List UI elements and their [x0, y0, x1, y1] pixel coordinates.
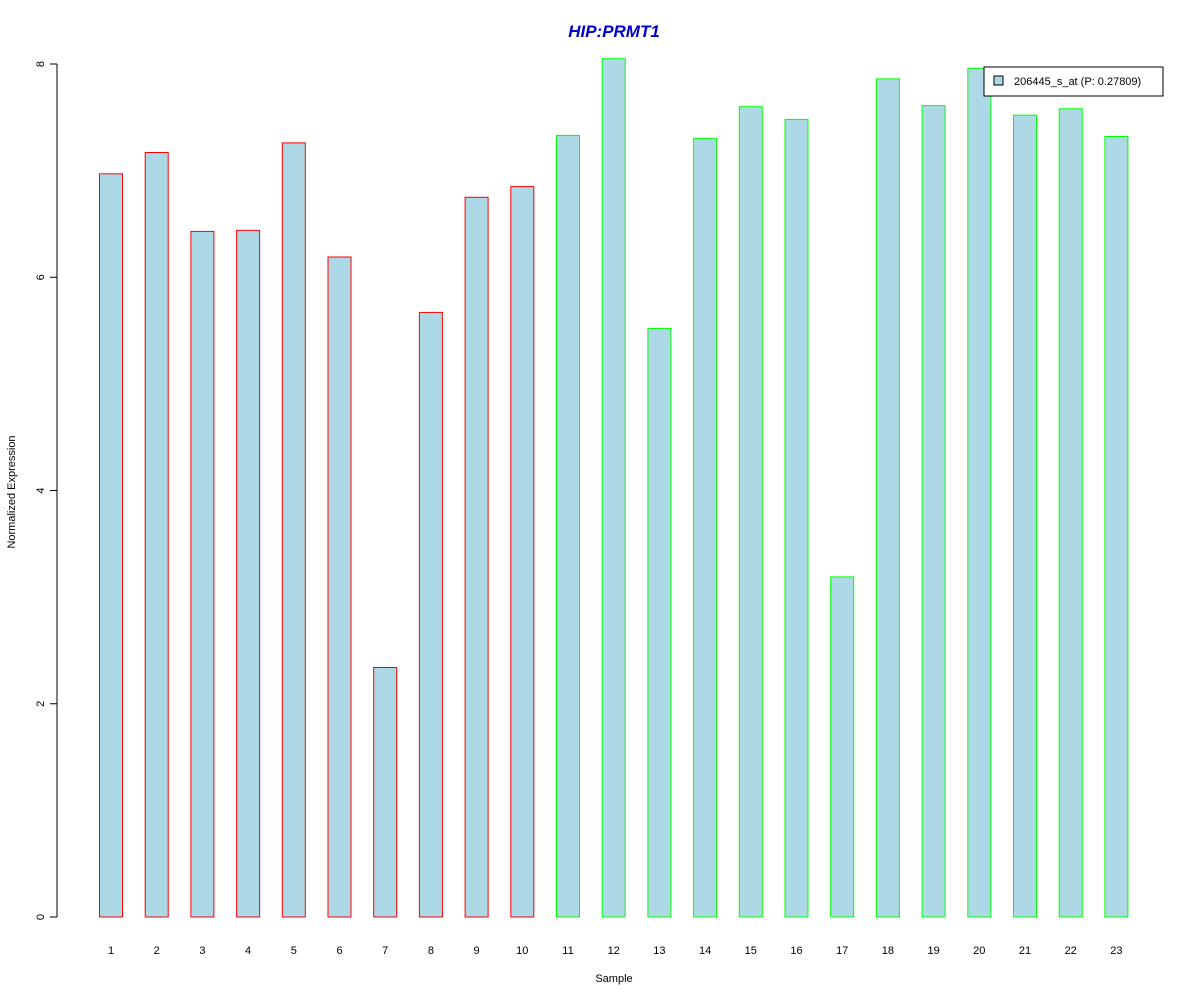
bar-18	[875, 78, 900, 918]
legend: 206445_s_at (P: 0.27809)	[983, 66, 1164, 97]
x-tick-label: 3	[199, 945, 205, 957]
y-tick-label: 0	[35, 914, 47, 920]
y-axis: 0 2 4 6 8	[35, 61, 58, 920]
x-tick-label: 14	[699, 945, 711, 957]
bar-21	[1013, 114, 1037, 918]
x-tick-label: 23	[1110, 945, 1122, 957]
y-tick-label: 6	[35, 274, 47, 280]
legend-entry: 206445_s_at (P: 0.27809)	[1014, 76, 1141, 88]
legend-box	[983, 66, 1164, 97]
bars	[99, 58, 1129, 918]
bar-14	[693, 138, 718, 918]
bar-13	[647, 327, 672, 918]
x-tick-label: 22	[1065, 945, 1077, 957]
bar-6	[327, 256, 352, 918]
bar-15	[738, 106, 763, 918]
x-tick-label: 16	[790, 945, 802, 957]
x-tick-label: 21	[1019, 945, 1031, 957]
bar-23	[1104, 136, 1129, 918]
x-tick-label: 19	[927, 945, 939, 957]
x-tick-label: 6	[336, 945, 342, 957]
x-axis-label: Sample	[595, 973, 632, 985]
x-tick-labels: 1 2 3 4 5 6 7 8 9 10 11 12 13 14 15 16 17 18 19 20 21 22 23	[108, 945, 1123, 957]
bar-7	[373, 667, 398, 918]
bar-5	[281, 142, 306, 918]
bar-4	[236, 229, 261, 918]
bar-2	[144, 152, 169, 918]
bar-9	[464, 196, 489, 918]
x-tick-label: 5	[291, 945, 297, 957]
x-tick-label: 13	[653, 945, 665, 957]
x-tick-label: 11	[562, 945, 573, 957]
x-tick-label: 17	[836, 945, 848, 957]
bar-22	[1058, 108, 1083, 918]
bar-19	[921, 105, 946, 918]
y-tick-label: 8	[35, 61, 47, 67]
y-tick-label: 4	[35, 487, 47, 493]
bar-3	[190, 230, 215, 918]
x-tick-label: 10	[516, 945, 528, 957]
y-axis-label: Normalized Expression	[6, 435, 18, 548]
chart-title: HIP:PRMT1	[568, 22, 660, 41]
bar-17	[830, 576, 855, 918]
x-tick-label: 20	[973, 945, 985, 957]
bar-1	[99, 173, 123, 918]
bar-11	[556, 134, 580, 918]
bar-10	[510, 186, 535, 918]
bar-20	[967, 67, 992, 918]
x-tick-label: 4	[245, 945, 251, 957]
x-tick-label: 9	[474, 945, 480, 957]
y-tick-label: 2	[35, 701, 47, 707]
bar-12	[601, 58, 626, 918]
x-tick-label: 8	[428, 945, 434, 957]
bar-8	[418, 311, 443, 918]
legend-swatch	[993, 75, 1004, 86]
x-tick-label: 18	[882, 945, 894, 957]
x-tick-label: 2	[154, 945, 160, 957]
x-tick-label: 1	[108, 945, 114, 957]
bar-16	[784, 118, 809, 918]
x-tick-label: 7	[382, 945, 388, 957]
x-tick-label: 12	[608, 945, 620, 957]
x-tick-label: 15	[745, 945, 757, 957]
